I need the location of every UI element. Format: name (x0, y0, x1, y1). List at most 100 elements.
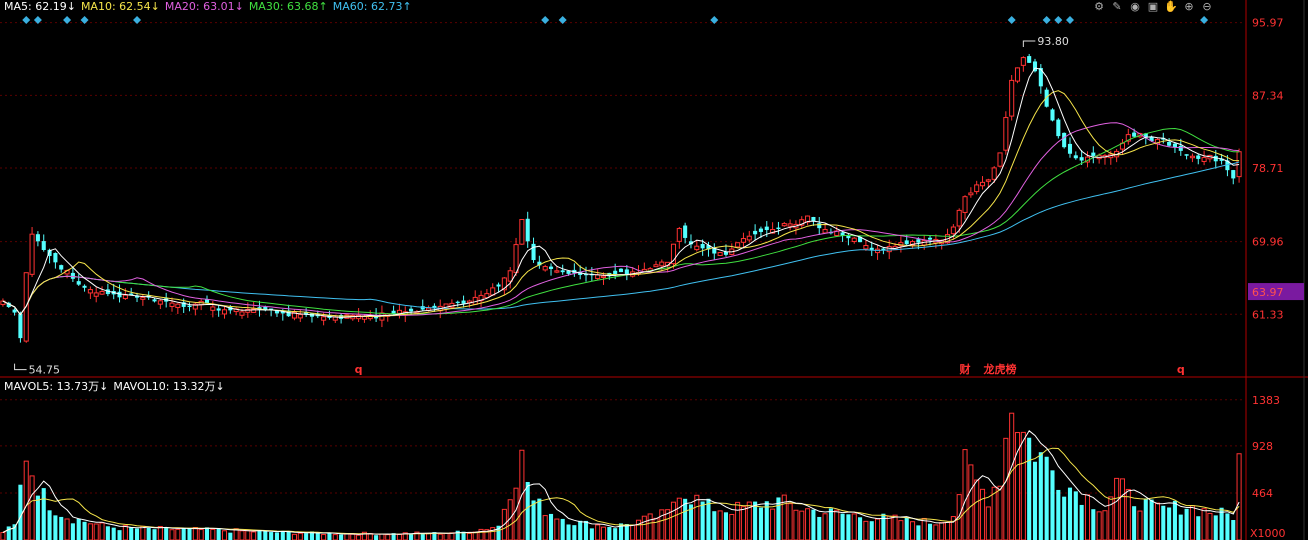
candle-body (216, 308, 221, 311)
volume-bar (409, 534, 414, 540)
price-tick-label: 61.33 (1252, 308, 1284, 321)
legend-price_legend-3: MA30: 63.68↑ (248, 0, 328, 13)
volume-bar (537, 498, 542, 540)
pen-icon[interactable]: ✎ (1112, 0, 1122, 13)
image-icon[interactable]: ▣ (1147, 0, 1159, 13)
candle-body (676, 228, 682, 242)
volume-bar (618, 523, 624, 540)
eye-icon[interactable]: ◉ (1130, 0, 1140, 13)
volume-bar (99, 522, 105, 540)
volume-bar (1102, 510, 1108, 540)
volume-bar (991, 486, 997, 540)
volume-bar (228, 532, 233, 540)
volume-bar (1003, 437, 1009, 540)
volume-bar (1020, 431, 1026, 540)
volume-bar (1096, 511, 1102, 540)
volume-bar (910, 521, 916, 540)
candle-body (484, 293, 490, 299)
candle-body (76, 281, 81, 285)
candle-body (928, 237, 933, 240)
candle-body (706, 245, 711, 250)
ma20-line (2, 122, 1240, 317)
candle-body (1231, 170, 1236, 179)
high-marker-line (1022, 40, 1036, 47)
volume-bar (204, 527, 210, 540)
zoom-in-icon[interactable]: ⊕ (1184, 0, 1194, 13)
volume-bar (309, 531, 314, 540)
candle-body (210, 306, 216, 311)
volume-bar (607, 527, 612, 540)
ma10-line (2, 90, 1240, 318)
price-ma-legend: MA5: 62.19↓ MA10: 62.54↓ MA20: 63.01↓ MA30:… (4, 0, 417, 14)
volume-bar (700, 501, 705, 540)
event-marker: 财 (959, 362, 971, 376)
volume-bar (974, 479, 980, 540)
volume-bar (578, 520, 583, 540)
candle-body (47, 249, 52, 257)
candle-body (181, 302, 186, 307)
volume-bar (12, 524, 17, 540)
volume-bar (1044, 456, 1049, 540)
volume-bar (332, 534, 338, 540)
info-diamond-marker (22, 16, 31, 24)
volume-bar (146, 527, 151, 540)
zoom-out-icon[interactable]: ⊖ (1202, 0, 1212, 13)
volume-bar (361, 531, 367, 540)
high-price-label: 93.80 (1037, 35, 1069, 48)
candle-body (478, 294, 484, 302)
volume-bar (286, 531, 291, 540)
volume-bar (898, 520, 904, 540)
candle-body (496, 284, 501, 287)
volume-bar (1219, 507, 1224, 540)
candle-body (432, 305, 437, 309)
candle-body (811, 216, 816, 222)
hand-icon[interactable]: ✋ (1164, 0, 1178, 13)
info-diamond-marker (33, 16, 42, 24)
candle-body (228, 306, 233, 311)
volume-bar (531, 500, 536, 540)
volume-bar (875, 518, 881, 540)
chart-toolbar: ⚙ ✎ ◉ ▣ ✋ ⊕ ⊖ (1092, 0, 1214, 14)
candle-body (245, 308, 251, 313)
volume-bar (1231, 520, 1236, 540)
candle-body (950, 226, 956, 235)
volume-bar (396, 533, 402, 540)
volume-bar (76, 518, 81, 540)
volume-bar (956, 494, 962, 540)
volume-bar (1201, 508, 1207, 540)
volume-bar (1056, 489, 1061, 540)
price-tick-label: 87.34 (1252, 89, 1284, 102)
candle-body (455, 301, 460, 304)
candle-body (53, 253, 58, 263)
event-marker: 龙虎榜 (983, 362, 1017, 376)
candle-body (653, 264, 659, 268)
candle-body (204, 299, 210, 303)
candle-body (169, 302, 175, 307)
candle-body (192, 303, 198, 310)
volume-bar (881, 513, 886, 540)
volume-bar (1108, 496, 1114, 540)
volume-bar (735, 501, 741, 540)
candle-body (291, 311, 298, 319)
candle-body (1172, 143, 1177, 148)
volume-bar (1154, 502, 1160, 540)
volume-bar (152, 529, 157, 540)
volume-bar (35, 495, 40, 540)
volume-bar (239, 530, 245, 540)
candle-body (858, 236, 863, 243)
volume-bar (583, 520, 589, 540)
candle-body (641, 268, 647, 272)
volume-bar (496, 525, 501, 540)
candle-body (618, 268, 624, 273)
candle-body (1125, 134, 1131, 142)
candle-body (6, 302, 11, 308)
volume-bar (304, 533, 309, 540)
candle-body (1201, 157, 1207, 162)
volume-bar (18, 484, 23, 540)
gear-icon[interactable]: ⚙ (1094, 0, 1104, 13)
candle-body (1196, 155, 1201, 159)
info-diamond-marker (1200, 16, 1209, 24)
volume-bar (904, 517, 909, 540)
volume-bar (122, 525, 128, 540)
